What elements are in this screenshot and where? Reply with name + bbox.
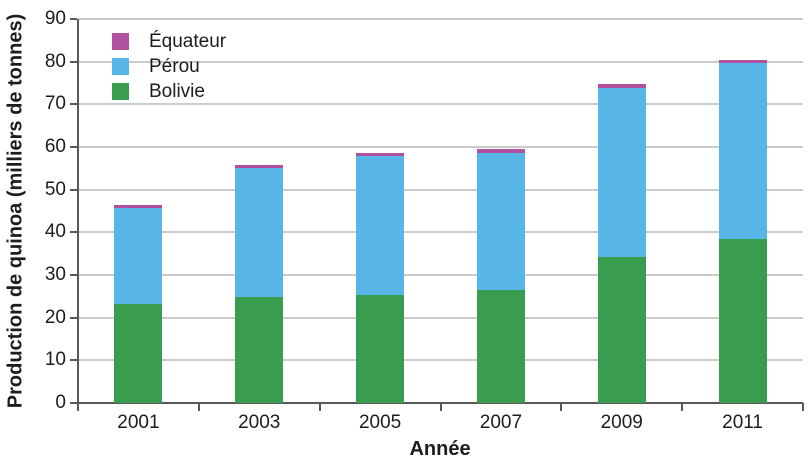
y-tick-label: 70	[44, 93, 66, 115]
legend-item-perou: Pérou	[112, 56, 332, 78]
bar-2011-equateur	[718, 59, 767, 64]
x-category-label-2007: 2007	[479, 412, 523, 433]
x-axis-line	[70, 402, 803, 404]
y-axis-line	[77, 19, 79, 411]
gridline-20	[78, 316, 803, 319]
y-tick-mark-90	[70, 18, 77, 20]
bar-2001-bolivie	[114, 303, 163, 403]
gridline-40	[78, 231, 803, 234]
y-tick-mark-10	[70, 359, 77, 362]
x-tick-mark	[439, 403, 442, 411]
x-category-label-2005: 2005	[358, 412, 402, 433]
bar-2009-bolivie	[597, 257, 646, 403]
legend-label-perou: Pérou	[149, 56, 200, 77]
gridline-90	[78, 18, 803, 20]
y-tick-mark-40	[70, 231, 77, 234]
gridline-70	[78, 103, 803, 106]
gridline-10	[78, 359, 803, 362]
bar-2003-equateur	[235, 165, 284, 168]
legend-swatch-bolivie	[112, 83, 129, 100]
y-tick-label: 10	[44, 349, 66, 371]
y-tick-label: 30	[44, 264, 66, 285]
bar-2009-perou	[597, 87, 646, 258]
x-axis-title: Année	[409, 438, 471, 460]
x-category-label-2001: 2001	[117, 412, 160, 433]
y-tick-mark-50	[70, 188, 77, 191]
bar-2005-equateur	[356, 152, 405, 156]
y-tick-label: 40	[44, 221, 66, 243]
bar-2007-bolivie	[476, 289, 525, 403]
legend-swatch-equateur	[112, 33, 129, 50]
y-tick-label: 20	[44, 306, 66, 328]
legend-label-bolivie: Bolivie	[149, 81, 205, 102]
y-tick-label: 90	[44, 8, 66, 29]
gridline-60	[78, 146, 803, 148]
bar-2005-perou	[356, 155, 405, 295]
x-tick-mark	[197, 403, 200, 411]
gridline-30	[78, 274, 803, 276]
y-tick-label: 80	[44, 50, 66, 72]
y-tick-label: 0	[55, 392, 66, 413]
bar-2011-perou	[718, 63, 767, 240]
x-category-label-2003: 2003	[238, 412, 281, 433]
x-tick-mark	[318, 403, 321, 411]
y-tick-mark-30	[70, 274, 77, 276]
y-tick-mark-0	[70, 402, 77, 404]
legend-item-equateur: Équateur	[112, 31, 332, 53]
y-tick-mark-70	[70, 103, 77, 106]
gridline-50	[78, 188, 803, 191]
bar-2009-equateur	[597, 83, 646, 88]
y-tick-mark-80	[70, 60, 77, 63]
bar-2007-equateur	[476, 149, 525, 153]
bar-2003-bolivie	[235, 296, 284, 403]
bar-2001-perou	[114, 208, 163, 304]
x-category-label-2009: 2009	[600, 412, 643, 433]
x-category-label-2011: 2011	[722, 412, 763, 433]
y-tick-label: 50	[44, 178, 66, 200]
bar-2003-perou	[235, 167, 284, 297]
bar-2007-perou	[476, 152, 525, 290]
x-tick-mark	[560, 403, 563, 411]
legend-swatch-perou	[112, 58, 129, 75]
gridline-80	[78, 60, 803, 63]
y-tick-mark-20	[70, 316, 77, 319]
legend-label-equateur: Équateur	[149, 31, 227, 52]
bar-2005-bolivie	[356, 294, 405, 403]
bar-2011-bolivie	[718, 239, 767, 403]
y-tick-label: 60	[44, 136, 66, 157]
x-tick-mark	[802, 403, 804, 411]
bar-2001-equateur	[114, 205, 163, 209]
y-tick-mark-60	[70, 146, 77, 148]
x-tick-mark	[77, 403, 79, 411]
legend-item-bolivie: Bolivie	[112, 81, 332, 103]
x-tick-mark	[681, 403, 684, 411]
